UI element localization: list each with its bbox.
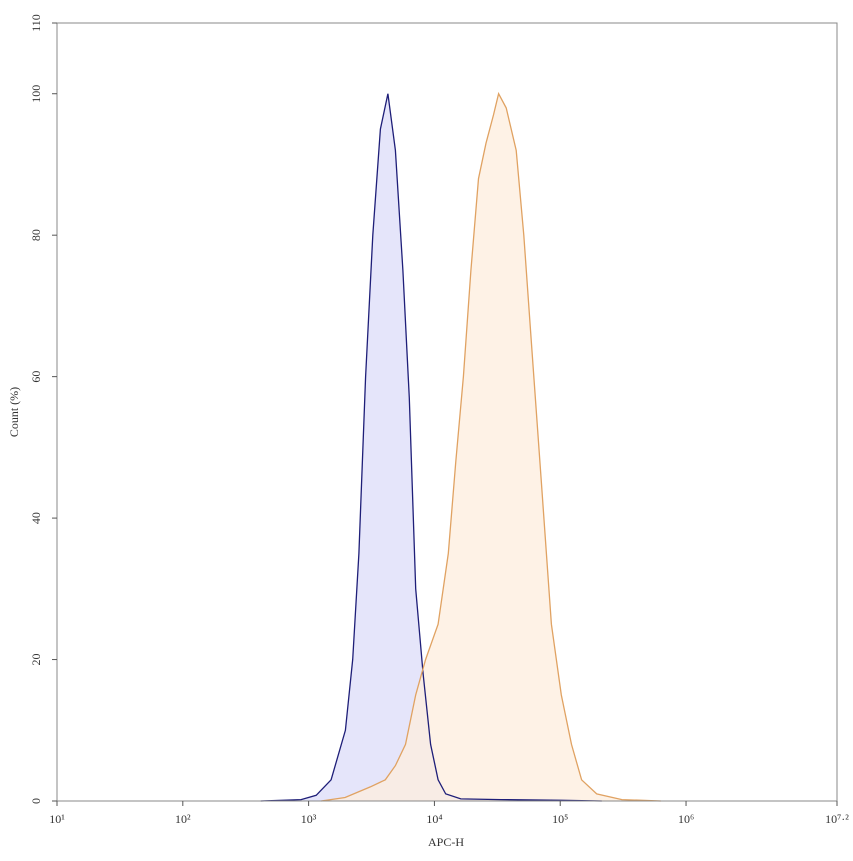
area-fill xyxy=(321,93,661,801)
x-tick-label: 10⁴ xyxy=(426,812,442,826)
x-tick-label: 10¹ xyxy=(49,812,65,826)
y-tick-label: 110 xyxy=(29,14,43,32)
x-tick-label: 10⁵ xyxy=(552,812,568,826)
y-axis-label: Count (%) xyxy=(7,387,21,437)
y-tick-label: 60 xyxy=(29,371,43,383)
histogram-line xyxy=(321,91,661,802)
x-tick-label: 10² xyxy=(175,812,191,826)
x-axis-label: APC-H xyxy=(428,835,464,849)
x-tick-label: 10⁶ xyxy=(678,812,694,826)
y-tick-label: 80 xyxy=(29,229,43,241)
y-tick-label: 100 xyxy=(29,85,43,103)
y-tick-label: 40 xyxy=(29,512,43,524)
x-tick-label: 10³ xyxy=(301,812,317,826)
y-tick-label: 20 xyxy=(29,654,43,666)
x-tick-label: 10⁷·² xyxy=(825,812,849,826)
histogram-line xyxy=(260,93,602,802)
y-tick-label: 0 xyxy=(29,798,43,804)
plot-frame xyxy=(56,22,838,802)
